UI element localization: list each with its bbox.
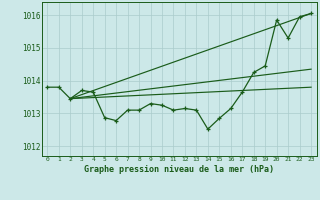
X-axis label: Graphe pression niveau de la mer (hPa): Graphe pression niveau de la mer (hPa) <box>84 165 274 174</box>
